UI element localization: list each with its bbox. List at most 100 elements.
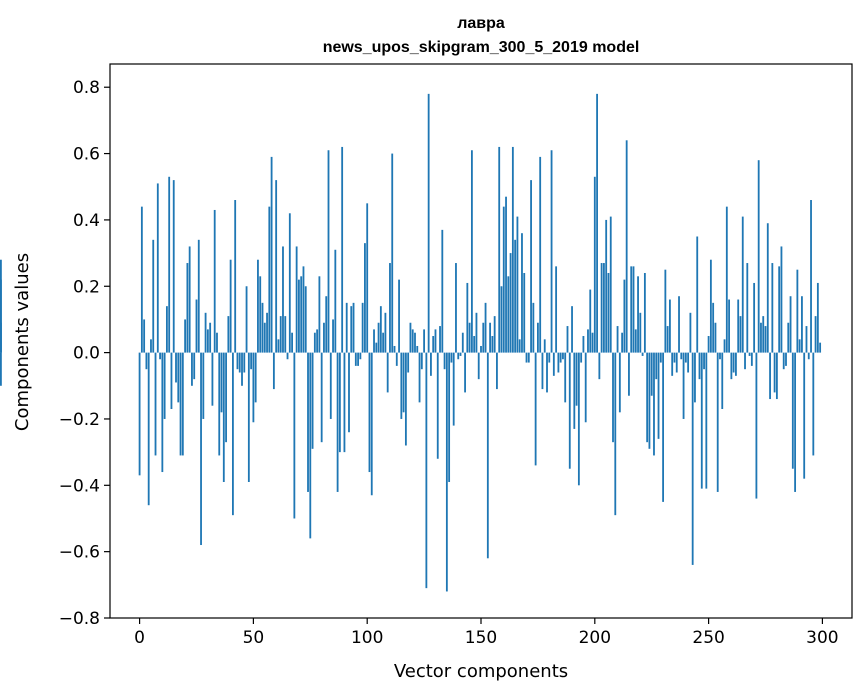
bar: [184, 319, 187, 353]
bar: [213, 209, 216, 353]
bar: [605, 219, 608, 353]
bar: [632, 266, 635, 353]
bar: [812, 352, 815, 456]
bar: [279, 316, 282, 353]
bar: [402, 352, 405, 413]
bar: [379, 306, 382, 353]
y-tick-label: −0.4: [59, 476, 100, 496]
bar: [603, 263, 605, 353]
bar: [250, 352, 253, 370]
bar: [156, 183, 159, 353]
bar: [391, 153, 394, 353]
bar: [188, 246, 191, 353]
bar: [0, 279, 2, 353]
bar: [245, 286, 248, 353]
bar: [816, 282, 819, 353]
bar: [507, 276, 510, 353]
bar: [807, 352, 810, 360]
bar: [684, 352, 687, 363]
bar: [325, 296, 328, 353]
bar: [760, 322, 762, 353]
bar: [398, 279, 400, 353]
bar: [195, 299, 198, 353]
bar: [377, 322, 380, 353]
bar: [373, 329, 375, 353]
bar: [336, 352, 339, 492]
x-tick-label: 250: [692, 628, 724, 648]
bar: [577, 352, 580, 486]
bar: [191, 352, 193, 386]
bar: [473, 336, 476, 353]
bar: [530, 180, 532, 353]
bar: [216, 332, 218, 353]
bar: [461, 332, 464, 353]
y-tick-label: 0.4: [73, 211, 100, 231]
bar: [543, 339, 546, 353]
bar: [814, 316, 817, 353]
bar: [609, 216, 612, 353]
bar: [254, 352, 257, 403]
bar: [589, 289, 592, 353]
bar: [484, 302, 487, 353]
bar: [489, 322, 492, 353]
bar: [395, 352, 398, 366]
bar: [757, 160, 760, 353]
bar: [177, 352, 180, 403]
x-axis-label: Vector components: [394, 661, 568, 682]
bar: [477, 352, 480, 380]
bar: [596, 93, 598, 353]
bar: [511, 146, 514, 353]
bar: [662, 352, 664, 502]
bar: [794, 352, 797, 492]
bar: [159, 352, 161, 360]
bar-series: [0, 93, 822, 592]
y-axis-label: Components values: [12, 253, 33, 431]
chart-subtitle: news_upos_skipgram_300_5_2019 model: [323, 39, 640, 56]
bar: [375, 342, 378, 353]
bar: [805, 326, 808, 353]
bar: [138, 352, 141, 476]
bar: [366, 203, 369, 353]
bar: [721, 352, 724, 410]
bar: [541, 352, 544, 390]
bar: [343, 352, 346, 453]
bar: [443, 352, 446, 370]
bar: [261, 302, 264, 353]
bar: [227, 316, 230, 353]
bar: [457, 352, 460, 360]
bar: [546, 352, 548, 393]
bar: [787, 322, 790, 353]
bar: [728, 299, 730, 353]
bar: [719, 352, 721, 360]
bar: [150, 339, 152, 353]
bar: [140, 206, 143, 353]
bar: [416, 345, 419, 353]
bar: [175, 352, 177, 383]
bar: [655, 352, 658, 380]
bar: [313, 332, 316, 353]
bar: [350, 306, 353, 353]
y-axis-ticks: −0.8 −0.6 −0.4 −0.2 0.0 0.2 0.4 0.6 0.8: [59, 78, 110, 629]
bar: [409, 322, 412, 353]
bar: [735, 352, 737, 376]
bar: [580, 352, 583, 363]
bar: [170, 352, 173, 410]
bar: [819, 342, 822, 353]
bar: [709, 259, 712, 353]
bar: [423, 329, 426, 353]
bar: [678, 296, 680, 353]
bar: [785, 352, 787, 366]
bar: [587, 329, 589, 353]
bar: [491, 336, 494, 353]
bar: [211, 352, 214, 406]
bar: [436, 352, 439, 459]
bar: [152, 239, 155, 353]
bar: [648, 352, 651, 449]
bar: [496, 352, 498, 390]
bar: [614, 352, 617, 516]
bar: [780, 246, 783, 353]
bar: [418, 352, 421, 403]
bar: [744, 352, 746, 370]
bar: [746, 263, 749, 353]
bar: [573, 352, 576, 429]
